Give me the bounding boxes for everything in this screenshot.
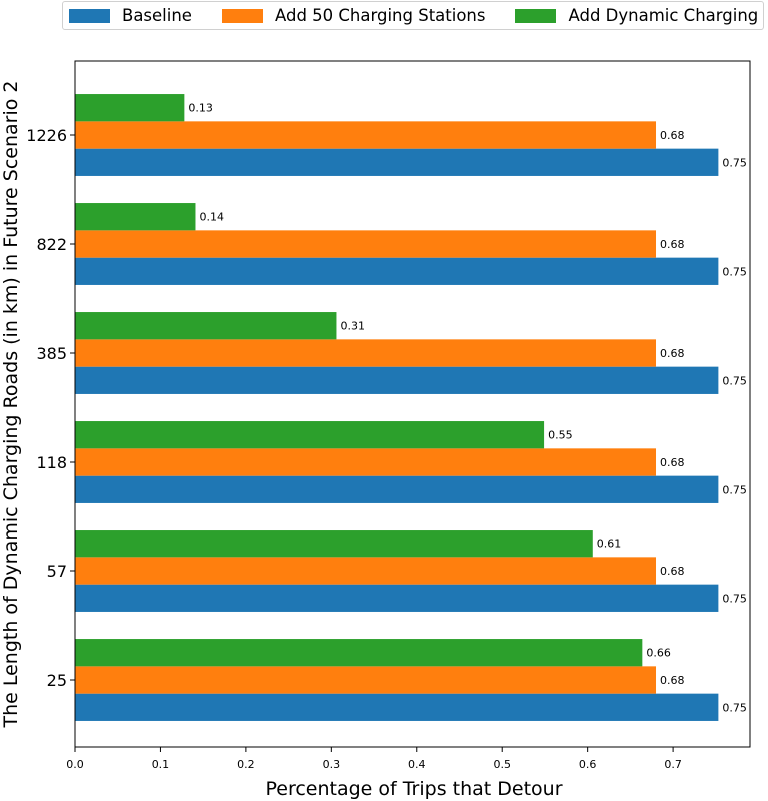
legend-label-baseline: Baseline	[122, 6, 192, 25]
y-ticks: 25 57 118 385 822 1226	[26, 126, 75, 690]
x-tick-label: 0.5	[493, 758, 511, 771]
legend-item-add-dynamic-charging: Add Dynamic Charging	[515, 6, 758, 25]
x-tick-label: 0.4	[408, 758, 426, 771]
bar-add-50-charging-stations-1226	[75, 121, 657, 149]
x-axis-label: Percentage of Trips that Detour	[265, 778, 562, 800]
bar-add-dynamic-charging-57	[75, 530, 593, 558]
y-tick-label: 385	[36, 344, 67, 363]
x-tick-label: 0.6	[579, 758, 597, 771]
value-label-baseline-1226: 0.75	[722, 156, 747, 169]
legend-swatch-add-dynamic-charging	[515, 8, 557, 23]
bar-baseline-57	[75, 584, 719, 612]
value-label-add-dynamic-charging-822: 0.14	[199, 211, 224, 224]
value-label-add-50-charging-stations-822: 0.68	[660, 238, 685, 251]
legend: Baseline Add 50 Charging Stations Add Dy…	[62, 1, 764, 30]
value-label-add-50-charging-stations-385: 0.68	[660, 347, 685, 360]
y-tick-label: 57	[47, 562, 67, 581]
x-tick-label: 0.3	[323, 758, 341, 771]
bar-baseline-25	[75, 693, 719, 721]
x-tick-label: 0.2	[237, 758, 255, 771]
value-label-add-50-charging-stations-1226: 0.68	[660, 129, 685, 142]
y-tick-label: 822	[36, 235, 67, 254]
legend-item-add-50-charging-stations: Add 50 Charging Stations	[221, 6, 486, 25]
bars-layer	[75, 94, 719, 721]
value-label-add-50-charging-stations-57: 0.68	[660, 565, 685, 578]
bar-baseline-822	[75, 257, 719, 285]
bar-add-50-charging-stations-385	[75, 339, 657, 367]
bar-add-dynamic-charging-118	[75, 421, 545, 449]
value-label-baseline-57: 0.75	[722, 592, 747, 605]
legend-swatch-add-50-charging-stations	[221, 8, 263, 23]
value-label-add-dynamic-charging-118: 0.55	[548, 429, 573, 442]
bar-add-dynamic-charging-385	[75, 312, 337, 340]
value-label-baseline-385: 0.75	[722, 374, 747, 387]
legend-swatch-baseline	[69, 8, 110, 23]
x-tick-label: 0.1	[152, 758, 170, 771]
plot-frame	[74, 60, 751, 748]
bar-baseline-118	[75, 475, 719, 503]
x-ticks: 0.0 0.1 0.2 0.3 0.4 0.5 0.6 0.7	[66, 747, 682, 771]
bar-add-dynamic-charging-822	[75, 203, 196, 231]
legend-label-add-50-charging-stations: Add 50 Charging Stations	[274, 6, 486, 25]
value-label-add-dynamic-charging-57: 0.61	[597, 538, 622, 551]
value-label-baseline-118: 0.75	[722, 483, 747, 496]
value-labels-layer: 0.75 0.68 0.66 0.75 0.68 0.61 0.75 0.68 0.55 0.75…	[188, 102, 747, 715]
value-label-add-dynamic-charging-1226: 0.13	[188, 102, 213, 115]
value-label-baseline-25: 0.75	[722, 701, 747, 714]
value-label-add-dynamic-charging-385: 0.31	[340, 320, 365, 333]
bar-add-dynamic-charging-1226	[75, 94, 185, 122]
x-tick-label: 0.7	[664, 758, 682, 771]
legend-item-baseline: Baseline	[69, 6, 192, 25]
bar-add-50-charging-stations-25	[75, 666, 657, 694]
y-tick-label: 118	[36, 453, 67, 472]
bar-add-50-charging-stations-118	[75, 448, 657, 476]
legend-label-add-dynamic-charging: Add Dynamic Charging	[568, 6, 759, 25]
bar-baseline-385	[75, 366, 719, 394]
y-tick-label: 25	[47, 671, 67, 690]
bar-add-dynamic-charging-25	[75, 639, 643, 667]
y-axis-label: The Length of Dynamic Charging Roads (in…	[0, 80, 22, 728]
x-tick-label: 0.0	[66, 758, 84, 771]
bar-add-50-charging-stations-57	[75, 557, 657, 585]
bar-add-50-charging-stations-822	[75, 230, 657, 258]
y-tick-label: 1226	[26, 126, 67, 145]
value-label-baseline-822: 0.75	[722, 265, 747, 278]
value-label-add-dynamic-charging-25: 0.66	[646, 647, 671, 660]
value-label-add-50-charging-stations-25: 0.68	[660, 674, 685, 687]
bar-baseline-1226	[75, 148, 719, 176]
value-label-add-50-charging-stations-118: 0.68	[660, 456, 685, 469]
